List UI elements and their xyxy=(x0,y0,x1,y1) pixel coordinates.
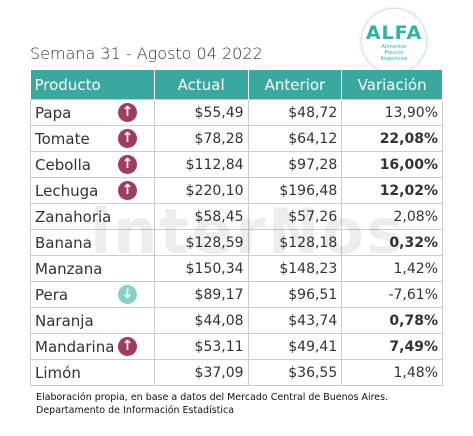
trend-up: ↑ xyxy=(118,337,137,356)
cell: 2,08% xyxy=(341,203,443,230)
cell: Limón xyxy=(30,359,155,386)
trend-up: ↑ xyxy=(118,155,137,174)
cell: $148,23 xyxy=(247,255,343,282)
row: Manzana $150,34 $148,23 1,42% xyxy=(30,255,443,282)
trend-up: ↑ xyxy=(118,129,137,148)
row: Lechuga ↑ $220,10 $196,48 12,02% xyxy=(30,177,443,204)
cell: 0,78% xyxy=(341,307,443,334)
footnote: Elaboración propia, en base a datos del … xyxy=(36,391,388,417)
logo: ALFA Alimentos Frescos Argentinos xyxy=(361,8,427,74)
cell: $48,72 xyxy=(247,99,343,126)
column-header: Variación xyxy=(341,70,443,100)
cell: -7,61% xyxy=(341,281,443,308)
cell: 1,42% xyxy=(341,255,443,282)
cell: $78,28 xyxy=(153,125,249,152)
cell: $37,09 xyxy=(153,359,249,386)
cell: 12,02% xyxy=(341,177,443,204)
row: Banana $128,59 $128,18 0,32% xyxy=(30,229,443,256)
cell: $58,45 xyxy=(153,203,249,230)
cell: $64,12 xyxy=(247,125,343,152)
cell: $89,17 xyxy=(153,281,249,308)
cell: Papa ↑ xyxy=(30,99,155,126)
cell: Banana xyxy=(30,229,155,256)
cell: 0,32% xyxy=(341,229,443,256)
cell: 16,00% xyxy=(341,151,443,178)
cell: $196,48 xyxy=(247,177,343,204)
row: Naranja $44,08 $43,74 0,78% xyxy=(30,307,443,334)
row: Cebolla ↑ $112,84 $97,28 16,00% xyxy=(30,151,443,178)
cell: Pera ↓ xyxy=(30,281,155,308)
cell: $128,18 xyxy=(247,229,343,256)
cell: $57,26 xyxy=(247,203,343,230)
cell: $150,34 xyxy=(153,255,249,282)
cell: $43,74 xyxy=(247,307,343,334)
cell: Zanahoria xyxy=(30,203,155,230)
cell: $128,59 xyxy=(153,229,249,256)
cell: Tomate ↑ xyxy=(30,125,155,152)
row: Limón $37,09 $36,55 1,48% xyxy=(30,359,443,386)
cell: 22,08% xyxy=(341,125,443,152)
cell: $44,08 xyxy=(153,307,249,334)
row: Pera ↓ $89,17 $96,51 -7,61% xyxy=(30,281,443,308)
logo-name: ALFA xyxy=(365,22,423,44)
footnote-line: Elaboración propia, en base a datos del … xyxy=(36,392,389,403)
cell: $97,28 xyxy=(247,151,343,178)
row: Papa ↑ $55,49 $48,72 13,90% xyxy=(30,99,443,126)
cell: Naranja xyxy=(30,307,155,334)
column-header: Producto xyxy=(30,70,155,100)
trend-up: ↑ xyxy=(118,181,137,200)
footnote-line: Departamento de Información Estadística xyxy=(36,405,235,416)
column-header: Anterior xyxy=(248,70,343,100)
cell: $220,10 xyxy=(153,177,249,204)
column-header: Actual xyxy=(154,70,249,100)
cell: 1,48% xyxy=(341,359,443,386)
cell: Cebolla ↑ xyxy=(30,151,155,178)
cell: $36,55 xyxy=(247,359,343,386)
cell: Lechuga ↑ xyxy=(30,177,155,204)
trend-up: ↑ xyxy=(118,103,137,122)
price-table: Producto Actual Anterior Variación Papa ↑ $55,… xyxy=(30,70,443,386)
cell: 7,49% xyxy=(341,333,443,360)
row: Mandarina ↑ $53,11 $49,41 7,49% xyxy=(30,333,443,360)
cell: $53,11 xyxy=(153,333,249,360)
row: Zanahoria $58,45 $57,26 2,08% xyxy=(30,203,443,230)
cell: 13,90% xyxy=(341,99,443,126)
cell: $55,49 xyxy=(153,99,249,126)
row: Tomate ↑ $78,28 $64,12 22,08% xyxy=(30,125,443,152)
cell: $96,51 xyxy=(247,281,343,308)
cell: $49,41 xyxy=(247,333,343,360)
trend-down: ↓ xyxy=(118,285,137,304)
cell: $112,84 xyxy=(153,151,249,178)
title: Semana 31 - Agosto 04 2022 xyxy=(30,44,263,63)
cell: Mandarina ↑ xyxy=(30,333,155,360)
cell: Manzana xyxy=(30,255,155,282)
logo-tagline: Alimentos Frescos Argentinos xyxy=(380,44,408,62)
